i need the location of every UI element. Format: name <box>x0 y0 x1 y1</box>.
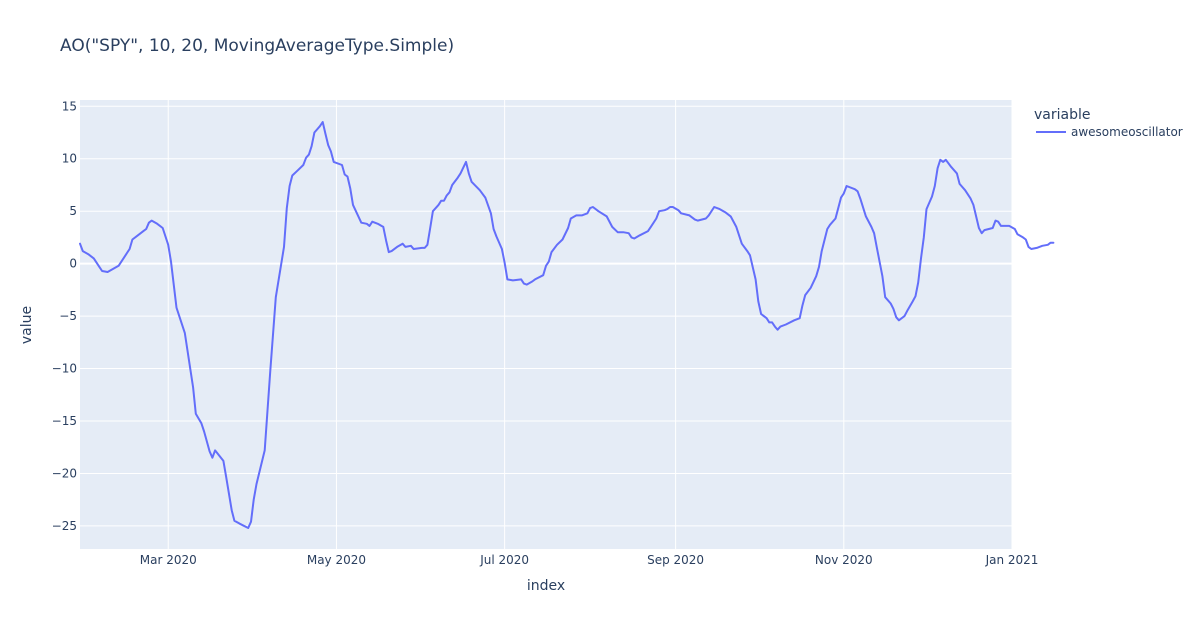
x-tick-label: Jul 2020 <box>479 553 529 567</box>
y-axis-title: value <box>19 306 35 344</box>
y-tick-label: −25 <box>52 519 77 533</box>
y-tick-label: −15 <box>52 414 77 428</box>
plot-background <box>80 100 1012 549</box>
y-tick-label: 0 <box>69 257 77 271</box>
x-gridlines <box>167 100 1013 549</box>
y-tick-label: −10 <box>52 362 77 376</box>
x-tick-label: Sep 2020 <box>647 553 704 567</box>
y-axis-ticks: 15 10 5 0 −5 −10 −15 −20 −25 <box>52 99 77 533</box>
y-tick-label: 10 <box>62 152 77 166</box>
series-line-awesomeoscillator <box>79 121 1055 529</box>
x-tick-label: Mar 2020 <box>140 553 197 567</box>
legend-label-awesomeoscillator[interactable]: awesomeoscillator <box>1071 125 1183 139</box>
x-tick-label: Jan 2021 <box>985 553 1039 567</box>
legend[interactable]: variable awesomeoscillator <box>1034 107 1183 139</box>
x-axis-title: index <box>527 578 565 594</box>
y-gridlines <box>80 105 1012 527</box>
x-axis-ticks: Mar 2020 May 2020 Jul 2020 Sep 2020 Nov 2020… <box>140 553 1039 567</box>
plot-area <box>79 100 1055 549</box>
y-tick-label: 5 <box>69 204 77 218</box>
x-tick-label: May 2020 <box>307 553 366 567</box>
y-tick-label: 15 <box>62 99 77 113</box>
y-tick-label: −5 <box>59 309 77 323</box>
chart-title: AO("SPY", 10, 20, MovingAverageType.Simp… <box>60 36 454 56</box>
legend-title: variable <box>1034 107 1090 123</box>
x-tick-label: Nov 2020 <box>815 553 873 567</box>
y-tick-label: −20 <box>52 466 77 480</box>
